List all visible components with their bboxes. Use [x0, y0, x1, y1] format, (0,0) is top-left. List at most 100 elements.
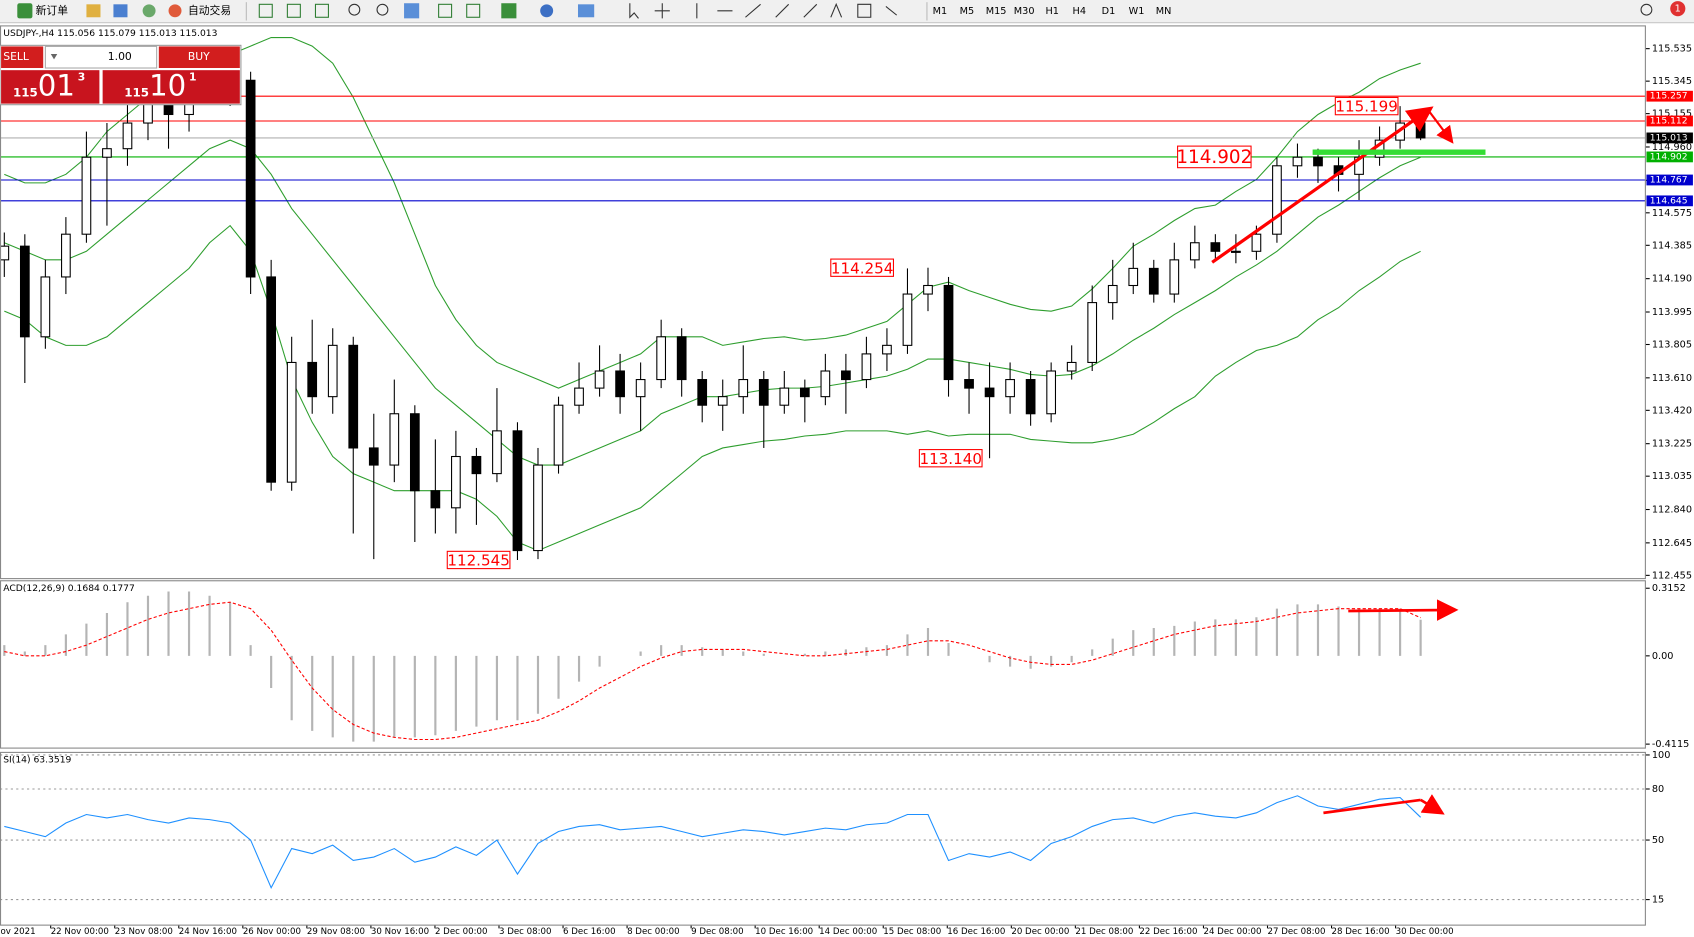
timeframe-button[interactable]: H4 — [1073, 6, 1086, 17]
drawing-tools[interactable] — [696, 3, 818, 19]
panel — [3, 591, 1422, 742]
macd-arrow — [1348, 599, 1459, 621]
sell-label[interactable]: SELL — [3, 50, 29, 63]
lot-input[interactable] — [44, 45, 158, 69]
cursor-icon[interactable] — [629, 3, 639, 19]
x-tick-label: 30 Dec 00:00 — [1396, 927, 1454, 937]
price-label: 115.013 — [1650, 132, 1688, 143]
price-annotation-box — [1334, 96, 1399, 116]
sell-pips[interactable]: 01 — [38, 68, 75, 102]
crosshair-icon[interactable] — [654, 3, 670, 19]
toolbar-icon[interactable] — [86, 4, 101, 18]
price-label: 114.645 — [1650, 195, 1688, 206]
candle-body — [1128, 267, 1139, 287]
y-tick-label: 0.00 — [1652, 651, 1674, 662]
y-tick-label: 80 — [1652, 784, 1664, 795]
buy-fraction[interactable]: 1 — [189, 71, 197, 84]
sell-price-box[interactable] — [1, 70, 100, 104]
candle-body — [1046, 370, 1057, 415]
candle-body — [61, 233, 71, 278]
toolbar-icon[interactable] — [404, 3, 420, 19]
y-tick-label: 112.455 — [1652, 570, 1692, 581]
price-axis: 0.3152 0.00 -0.4115 — [1645, 583, 1689, 750]
y-tick-label: 114.960 — [1652, 142, 1692, 153]
time-axis: Nov 2021 22 Nov 00:00 23 Nov 08:00 24 Nov 1… — [0, 925, 1454, 937]
sell-big-figure[interactable]: 115 — [13, 85, 38, 99]
candle-body — [861, 353, 872, 381]
x-tick-label: 30 Nov 16:00 — [371, 927, 429, 937]
price-axis: 100 80 50 15 — [1645, 750, 1670, 906]
timeframe-button[interactable]: W1 — [1129, 6, 1145, 17]
candle-body — [19, 245, 30, 338]
candle-body — [266, 276, 277, 483]
candle-body — [615, 370, 625, 398]
toolbar-icon[interactable] — [113, 4, 128, 18]
timeframe-button[interactable]: MN — [1156, 6, 1172, 17]
toolbar-icon[interactable] — [142, 4, 156, 18]
price-annotation: 115.199 — [1335, 98, 1398, 116]
indicator-title: USDJPY-,H4 115.056 115.079 115.013 115.0… — [3, 28, 217, 39]
notification-badge[interactable] — [1670, 1, 1686, 17]
drawing-tools[interactable] — [830, 2, 898, 18]
x-tick-label: 14 Dec 00:00 — [819, 927, 877, 937]
timeframe-bar: M1 M5 M15 M30 H1 H4 D1 W1 MN — [933, 6, 1172, 17]
lot-value[interactable]: 1.00 — [108, 50, 132, 63]
panel: 115.199 114.902 114.254 113.140 112.545 — [0, 36, 1646, 570]
chart-window — [0, 23, 1694, 937]
y-tick-label: 112.840 — [1652, 505, 1692, 516]
timeframe-button[interactable]: M30 — [1014, 6, 1035, 17]
x-tick-label: 24 Nov 16:00 — [179, 927, 237, 937]
buy-label[interactable]: BUY — [188, 50, 210, 63]
price-label: 115.257 — [1650, 91, 1688, 102]
toolbar-icon[interactable] — [466, 3, 481, 18]
new-order-label[interactable]: 新订单 — [36, 4, 69, 17]
y-tick-label: 15 — [1652, 895, 1664, 906]
toolbar-icon[interactable] — [286, 3, 301, 18]
timeframe-button[interactable]: M5 — [960, 6, 975, 17]
price-annotation-box — [1177, 145, 1252, 169]
timeframe-button[interactable]: M15 — [986, 6, 1007, 17]
buy-button[interactable] — [158, 46, 240, 69]
zoom-in-icon[interactable] — [348, 3, 361, 16]
toolbar-icon[interactable] — [540, 4, 554, 18]
rsi-panel-frame — [0, 751, 1646, 926]
zoom-out-icon[interactable] — [376, 3, 389, 16]
price-label-bg — [1646, 174, 1693, 186]
candle-body — [697, 379, 708, 406]
toolbar-icon[interactable] — [314, 3, 329, 18]
x-tick-label: 21 Dec 08:00 — [1075, 927, 1133, 937]
buy-pips[interactable]: 10 — [149, 68, 186, 102]
candle-body — [40, 276, 51, 338]
price-label-bg — [1646, 195, 1693, 207]
plot-area: 115.199 114.902 114.254 113.140 112.545 115.5… — [0, 28, 1693, 937]
macd-panel-frame — [0, 580, 1646, 749]
toolbar-icon[interactable] — [501, 3, 517, 19]
x-tick-label: 2 Dec 00:00 — [435, 927, 488, 937]
buy-price-box[interactable] — [102, 70, 240, 104]
search-icon[interactable] — [1640, 3, 1653, 16]
candle-body — [574, 387, 584, 406]
timeframe-button[interactable]: M1 — [933, 6, 948, 17]
y-tick-label: 114.190 — [1652, 274, 1692, 285]
timeframe-button[interactable]: H1 — [1046, 6, 1059, 17]
x-tick-label: 20 Dec 00:00 — [1011, 927, 1069, 937]
toolbar-icon[interactable] — [438, 3, 453, 18]
x-tick-label: 8 Dec 00:00 — [627, 927, 680, 937]
rsi-arrow — [1323, 798, 1421, 815]
timeframe-button[interactable]: D1 — [1102, 6, 1116, 17]
new-order-icon[interactable] — [17, 3, 33, 19]
toolbar-icon[interactable] — [258, 3, 273, 18]
auto-trading-label[interactable]: 自动交易 — [188, 4, 231, 17]
lot-dropdown[interactable] — [50, 53, 58, 60]
auto-trading-icon[interactable] — [168, 4, 182, 18]
sell-button[interactable] — [1, 46, 44, 69]
candle-body — [779, 387, 790, 406]
buy-big-figure[interactable]: 115 — [124, 85, 149, 99]
candle-body — [1189, 242, 1200, 261]
sell-fraction[interactable]: 3 — [78, 71, 86, 84]
toolbar-icon[interactable] — [577, 4, 595, 18]
candle-body — [1313, 156, 1323, 167]
candle-body — [492, 430, 502, 475]
rsi-arrow — [1419, 794, 1445, 815]
